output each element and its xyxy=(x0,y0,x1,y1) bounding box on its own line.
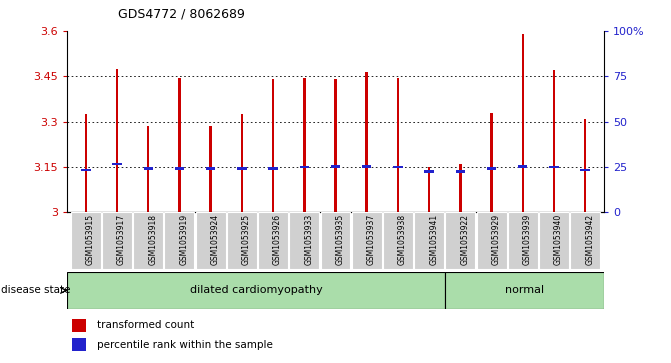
Bar xyxy=(134,212,163,269)
Text: GSM1053918: GSM1053918 xyxy=(148,214,157,265)
Bar xyxy=(258,212,288,269)
Bar xyxy=(303,78,305,212)
Bar xyxy=(321,212,350,269)
Text: transformed count: transformed count xyxy=(97,320,194,330)
Text: GSM1053942: GSM1053942 xyxy=(585,214,595,265)
Bar xyxy=(414,212,444,269)
Text: GSM1053915: GSM1053915 xyxy=(86,214,95,265)
Text: GSM1053938: GSM1053938 xyxy=(398,214,407,265)
Bar xyxy=(237,167,246,170)
Bar xyxy=(508,212,537,269)
Bar xyxy=(580,169,590,171)
Bar xyxy=(521,34,524,212)
Bar xyxy=(164,212,195,269)
Bar xyxy=(331,165,340,168)
Bar xyxy=(383,212,413,269)
Bar xyxy=(456,170,465,173)
Bar xyxy=(116,69,118,212)
Bar xyxy=(446,212,475,269)
Bar xyxy=(397,78,399,212)
Bar xyxy=(81,169,91,171)
Bar xyxy=(445,272,604,309)
Text: GSM1053925: GSM1053925 xyxy=(242,214,251,265)
Bar xyxy=(209,126,212,212)
Bar xyxy=(518,165,527,168)
Bar xyxy=(459,164,462,212)
Bar xyxy=(334,79,337,212)
Bar xyxy=(147,126,150,212)
Text: percentile rank within the sample: percentile rank within the sample xyxy=(97,340,272,350)
Bar xyxy=(178,78,180,212)
Bar xyxy=(112,163,121,165)
Bar xyxy=(241,114,243,212)
Bar xyxy=(72,338,86,351)
Bar xyxy=(550,166,559,168)
Text: disease state: disease state xyxy=(1,285,70,295)
Bar xyxy=(102,212,132,269)
Text: GSM1053926: GSM1053926 xyxy=(273,214,282,265)
Bar xyxy=(272,79,274,212)
Bar xyxy=(570,212,600,269)
Bar xyxy=(425,170,434,173)
Bar xyxy=(144,167,153,170)
Bar xyxy=(487,167,497,170)
Text: normal: normal xyxy=(505,285,544,295)
Bar xyxy=(289,212,319,269)
Bar xyxy=(71,212,101,269)
Bar xyxy=(352,212,382,269)
Text: GSM1053935: GSM1053935 xyxy=(336,214,344,265)
Bar xyxy=(174,167,184,170)
Text: GSM1053940: GSM1053940 xyxy=(554,214,563,265)
Bar xyxy=(491,113,493,212)
Text: GDS4772 / 8062689: GDS4772 / 8062689 xyxy=(117,7,245,20)
Bar xyxy=(553,70,555,212)
Text: GSM1053937: GSM1053937 xyxy=(367,214,376,265)
Bar xyxy=(393,166,403,168)
Text: GSM1053939: GSM1053939 xyxy=(523,214,531,265)
Bar xyxy=(366,72,368,212)
Text: GSM1053924: GSM1053924 xyxy=(211,214,219,265)
Text: GSM1053941: GSM1053941 xyxy=(429,214,438,265)
Bar xyxy=(85,114,87,212)
Bar xyxy=(584,119,586,212)
Text: GSM1053917: GSM1053917 xyxy=(117,214,126,265)
Text: GSM1053933: GSM1053933 xyxy=(304,214,313,265)
Bar xyxy=(227,212,257,269)
Bar xyxy=(362,166,371,168)
Bar xyxy=(428,167,430,212)
Text: GSM1053929: GSM1053929 xyxy=(492,214,501,265)
Bar xyxy=(72,319,86,332)
Text: dilated cardiomyopathy: dilated cardiomyopathy xyxy=(189,285,322,295)
Bar xyxy=(196,212,225,269)
Text: GSM1053922: GSM1053922 xyxy=(460,214,469,265)
Bar xyxy=(539,212,569,269)
Bar xyxy=(476,212,507,269)
Text: GSM1053919: GSM1053919 xyxy=(179,214,189,265)
Bar xyxy=(268,167,278,170)
Bar xyxy=(67,272,445,309)
Bar xyxy=(206,167,215,170)
Bar xyxy=(300,166,309,168)
